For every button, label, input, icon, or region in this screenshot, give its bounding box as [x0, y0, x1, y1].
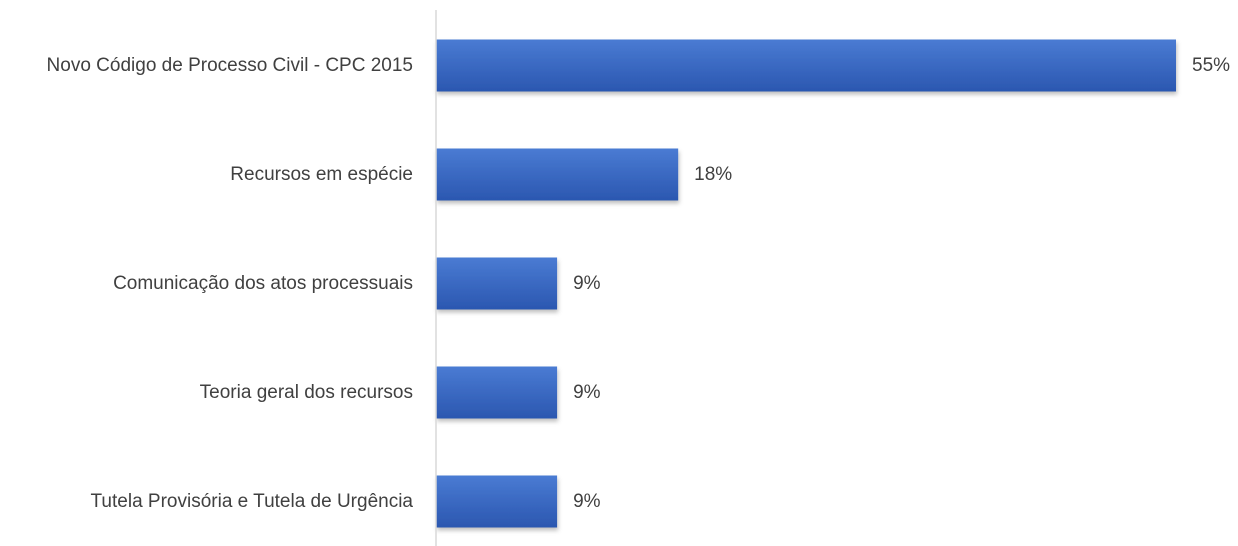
- value-label: 9%: [573, 491, 601, 512]
- bar-4: [436, 366, 558, 419]
- bar-5: [436, 475, 558, 528]
- category-labels-group: Novo Código de Processo Civil - CPC 2015…: [47, 55, 414, 512]
- value-label: 9%: [573, 382, 601, 403]
- value-label: 55%: [1192, 55, 1230, 76]
- value-label: 9%: [573, 273, 601, 294]
- value-label: 18%: [694, 164, 732, 185]
- bar-3: [436, 257, 558, 310]
- value-labels-group: 55% 18% 9% 9% 9%: [573, 55, 1230, 512]
- bar-1: [436, 39, 1176, 92]
- category-label: Tutela Provisória e Tutela de Urgência: [91, 491, 414, 512]
- category-label: Comunicação dos atos processuais: [113, 273, 413, 294]
- category-label: Novo Código de Processo Civil - CPC 2015: [47, 55, 413, 76]
- bar-2: [436, 148, 679, 201]
- category-label: Teoria geral dos recursos: [200, 382, 413, 403]
- category-label: Recursos em espécie: [230, 164, 413, 185]
- bars-group: [436, 39, 1176, 528]
